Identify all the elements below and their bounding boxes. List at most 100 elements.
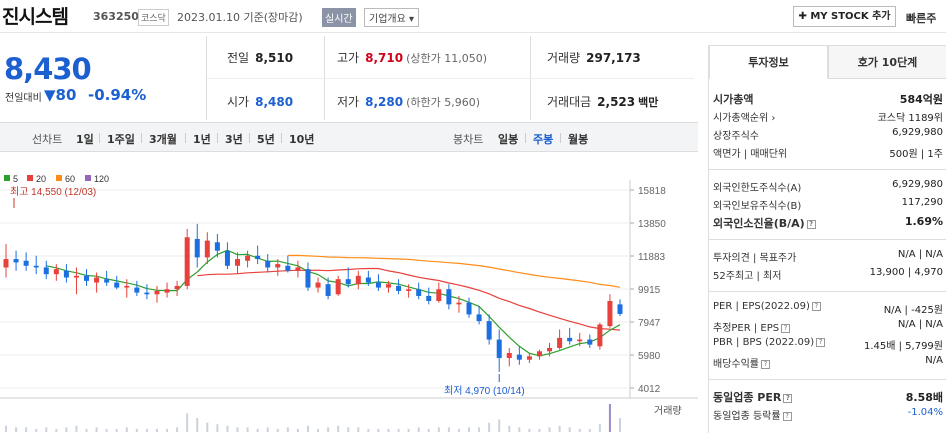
candle-body xyxy=(456,302,462,305)
info-row: 외국인한도주식수(A) 6,929,980 xyxy=(713,179,946,197)
realtime-button[interactable]: 실시간 xyxy=(322,8,356,27)
low-annotation: 최저 4,970 (10/14) xyxy=(444,385,525,397)
volume-bar xyxy=(35,428,38,432)
period-3y[interactable]: 3년 xyxy=(225,133,243,146)
volume-bar xyxy=(196,418,199,432)
price-box: 8,430 전일대비 ▼80 -0.94% xyxy=(0,36,205,120)
volume-bar xyxy=(206,422,209,432)
candle-chart-label: 봉차트 xyxy=(453,133,484,146)
volume-bar xyxy=(55,428,58,432)
tab-order-book[interactable]: 호가 10단계 xyxy=(828,45,946,79)
candle-body xyxy=(194,238,200,258)
candle-body xyxy=(13,259,19,263)
price-chart[interactable]: 15818 13850 11883 9915 7947 5980 4012 5 20 60 120 거… xyxy=(0,170,698,433)
help-icon[interactable]: ? xyxy=(811,301,821,311)
legend-label: 60 xyxy=(65,174,75,184)
y-tick-label: 15818 xyxy=(638,186,666,197)
volume-bar xyxy=(508,425,511,432)
y-tick-label: 5980 xyxy=(638,351,661,362)
candle-body xyxy=(567,337,573,342)
price-change-pct: -0.94% xyxy=(88,86,147,104)
candlestick-chart-svg[interactable]: 15818 13850 11883 9915 7947 5980 4012 5 20 60 120 거… xyxy=(0,170,698,433)
info-row: 투자의견 | 목표주가 N/A | N/A xyxy=(713,249,946,267)
volume-bar xyxy=(578,428,581,432)
volume-bar xyxy=(246,427,249,432)
candle-body xyxy=(43,267,49,275)
ma60-line xyxy=(287,254,621,288)
candle-body xyxy=(385,284,391,288)
candle-weekly[interactable]: 주봉 xyxy=(533,133,554,146)
candle-body xyxy=(335,279,341,295)
volume-bar xyxy=(45,427,48,432)
help-icon[interactable]: ? xyxy=(761,359,770,369)
volume-bar xyxy=(75,425,78,432)
info-value: 500원 | 1주 xyxy=(889,149,943,160)
candle-body xyxy=(73,275,79,278)
info-value: 코스닥 1189위 xyxy=(877,113,943,124)
info-key: 52주최고 | 최저 xyxy=(713,271,782,282)
candle-daily[interactable]: 일봉 xyxy=(498,133,519,146)
info-row: 액면가 | 매매단위 500원 | 1주 xyxy=(713,145,946,163)
volume-bar xyxy=(65,427,68,432)
high-price: 고가 8,710 (상한가 11,050) xyxy=(337,51,487,65)
volume-bar xyxy=(286,427,289,432)
volume-bar xyxy=(528,428,531,432)
volume-bar xyxy=(498,419,501,432)
period-5y[interactable]: 5년 xyxy=(257,133,275,146)
tab-investment-info[interactable]: 투자정보 xyxy=(709,45,828,79)
volume-bar xyxy=(256,428,259,432)
candle-monthly[interactable]: 월봉 xyxy=(568,133,589,146)
period-3m[interactable]: 3개월 xyxy=(149,133,177,146)
volume-bar xyxy=(538,428,541,432)
legend-swatch xyxy=(56,175,62,181)
info-row: 배당수익률? N/A xyxy=(713,355,946,373)
volume-bar xyxy=(186,413,189,432)
stock-header: 진시스템 363250 코스닥 2023.01.10 기준(장마감) 실시간 기… xyxy=(0,0,946,33)
help-icon[interactable]: ? xyxy=(781,323,791,333)
volume-bar xyxy=(457,428,460,432)
info-row: 시가총액순위 › 코스닥 1189위 xyxy=(713,109,946,127)
candle-body xyxy=(315,282,321,288)
help-icon[interactable]: ? xyxy=(806,219,816,229)
candle-body xyxy=(104,279,110,283)
volume-bar xyxy=(337,425,340,432)
period-1y[interactable]: 1년 xyxy=(193,133,211,146)
help-icon[interactable]: ? xyxy=(816,337,826,347)
quick-menu-link[interactable]: 빠른주 xyxy=(906,12,937,25)
candle-body xyxy=(547,347,553,352)
line-chart-label: 선차트 xyxy=(32,133,63,146)
candle-body xyxy=(224,250,230,266)
period-1d[interactable]: 1일 xyxy=(76,133,94,146)
candle-body xyxy=(204,240,210,258)
volume-bar xyxy=(357,427,360,432)
candle-body xyxy=(516,354,522,360)
candle-body xyxy=(53,269,59,275)
volume-bar xyxy=(125,427,128,432)
info-value: 1.69% xyxy=(904,215,943,228)
info-key: 투자의견 | 목표주가 xyxy=(713,253,797,264)
info-row: 추정PER | EPS? N/A | N/A xyxy=(713,319,946,337)
volume-bar xyxy=(266,427,269,432)
legend-label: 20 xyxy=(36,174,46,184)
candle-body xyxy=(114,282,120,288)
period-10y[interactable]: 10년 xyxy=(289,133,315,146)
info-value: N/A xyxy=(925,355,943,366)
corp-info-dropdown[interactable]: 기업개요 ▾ xyxy=(364,8,419,27)
info-key: 외국인보유주식수(B) xyxy=(713,201,802,212)
candle-body xyxy=(506,352,512,359)
period-1w[interactable]: 1주일 xyxy=(107,133,135,146)
candle-body xyxy=(94,277,100,283)
info-key: 시가총액순위 › xyxy=(713,113,776,124)
legend-swatch xyxy=(85,175,91,181)
help-icon[interactable]: ? xyxy=(782,411,792,421)
volume-bar xyxy=(387,428,390,432)
candle-body xyxy=(486,321,492,340)
help-icon[interactable]: ? xyxy=(783,393,793,403)
candle-body xyxy=(63,270,69,278)
info-key: 배당수익률 xyxy=(713,359,759,370)
candle-body xyxy=(557,337,563,348)
volume-bar xyxy=(216,424,219,432)
add-mystock-button[interactable]: ✚ MY STOCK 추가 xyxy=(793,6,896,27)
info-value: 8.58배 xyxy=(905,391,943,404)
change-label: 전일대비 xyxy=(5,93,42,104)
